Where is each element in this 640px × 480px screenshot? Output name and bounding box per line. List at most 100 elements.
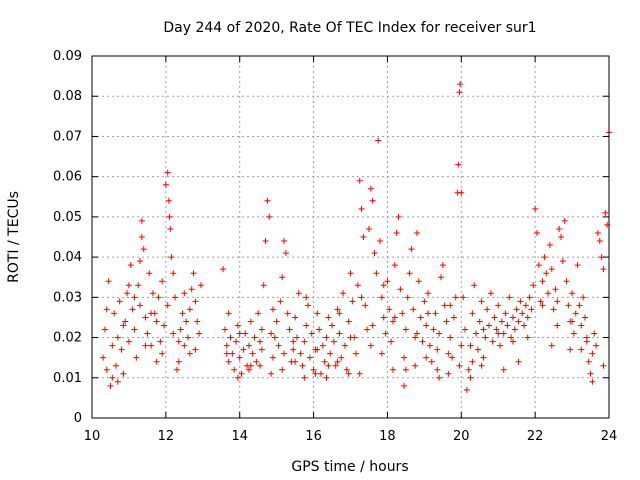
data-point — [386, 306, 393, 313]
data-point — [543, 270, 550, 277]
data-point — [181, 290, 188, 297]
data-point — [412, 334, 419, 341]
data-point — [131, 294, 138, 301]
data-point — [247, 318, 254, 325]
data-point — [312, 370, 319, 377]
data-point — [600, 362, 607, 369]
data-point — [378, 294, 385, 301]
data-point — [467, 342, 474, 349]
data-point — [497, 342, 504, 349]
data-point — [375, 137, 382, 144]
data-point — [548, 342, 555, 349]
data-point — [513, 306, 520, 313]
data-point — [125, 282, 132, 289]
data-point — [349, 298, 356, 305]
data-point — [570, 330, 577, 337]
data-point — [186, 350, 193, 357]
data-point — [334, 306, 341, 313]
data-point — [301, 374, 308, 381]
data-point — [282, 250, 289, 257]
data-point — [406, 270, 413, 277]
data-point — [441, 302, 448, 309]
data-point — [107, 382, 114, 389]
data-point — [225, 358, 232, 365]
y-tick-label: 0 — [74, 411, 82, 426]
data-point — [478, 298, 485, 305]
data-point — [412, 362, 419, 369]
data-point — [138, 217, 145, 224]
data-point — [293, 334, 300, 341]
data-point — [583, 338, 590, 345]
data-point — [364, 326, 371, 333]
data-point — [188, 286, 195, 293]
data-point — [269, 354, 276, 361]
data-point — [395, 213, 402, 220]
data-point — [303, 322, 310, 329]
data-point — [545, 290, 552, 297]
data-point — [389, 318, 396, 325]
data-point — [528, 306, 535, 313]
data-point — [347, 270, 354, 277]
data-point — [498, 318, 505, 325]
data-point — [234, 374, 241, 381]
data-point — [480, 326, 487, 333]
x-axis-label: GPS time / hours — [291, 459, 408, 475]
data-point — [445, 350, 452, 357]
x-tick-label: 22 — [527, 429, 544, 444]
data-point — [447, 302, 454, 309]
data-point — [109, 374, 116, 381]
data-point — [281, 238, 288, 245]
data-point — [227, 334, 234, 341]
data-point — [410, 306, 417, 313]
data-point — [170, 330, 177, 337]
data-point — [436, 330, 443, 337]
x-tick-label: 10 — [84, 429, 101, 444]
data-point — [373, 270, 380, 277]
data-point — [391, 314, 398, 321]
data-point — [103, 306, 110, 313]
data-point — [526, 294, 533, 301]
data-point — [559, 258, 566, 265]
data-point — [142, 314, 149, 321]
data-point — [177, 326, 184, 333]
data-point — [221, 326, 228, 333]
data-point — [522, 302, 529, 309]
data-point — [397, 286, 404, 293]
data-point — [455, 161, 462, 168]
data-point — [401, 354, 408, 361]
data-point — [569, 290, 576, 297]
data-point — [443, 318, 450, 325]
data-point — [157, 338, 164, 345]
data-point — [393, 229, 400, 236]
data-point — [423, 322, 430, 329]
data-point — [478, 362, 485, 369]
data-point — [474, 346, 481, 353]
data-point — [124, 290, 131, 297]
data-point — [500, 330, 507, 337]
data-point — [299, 362, 306, 369]
data-point — [587, 370, 594, 377]
data-point — [190, 270, 197, 277]
data-point — [111, 310, 118, 317]
data-point — [399, 310, 406, 317]
data-point — [183, 318, 190, 325]
data-point — [578, 346, 585, 353]
data-point — [236, 330, 243, 337]
data-point — [457, 81, 464, 88]
data-point — [175, 358, 182, 365]
data-point — [445, 370, 452, 377]
data-point — [120, 322, 127, 329]
data-point — [391, 262, 398, 269]
data-point — [493, 326, 500, 333]
axis-ticks — [91, 55, 610, 419]
data-point — [273, 318, 280, 325]
data-point — [463, 386, 470, 393]
y-tick-label: 0.07 — [53, 129, 82, 144]
data-point — [417, 314, 424, 321]
data-point — [360, 234, 367, 240]
data-point — [600, 266, 607, 273]
data-point — [437, 274, 444, 281]
data-point — [185, 334, 192, 341]
data-point — [594, 229, 601, 236]
data-point — [292, 314, 299, 321]
